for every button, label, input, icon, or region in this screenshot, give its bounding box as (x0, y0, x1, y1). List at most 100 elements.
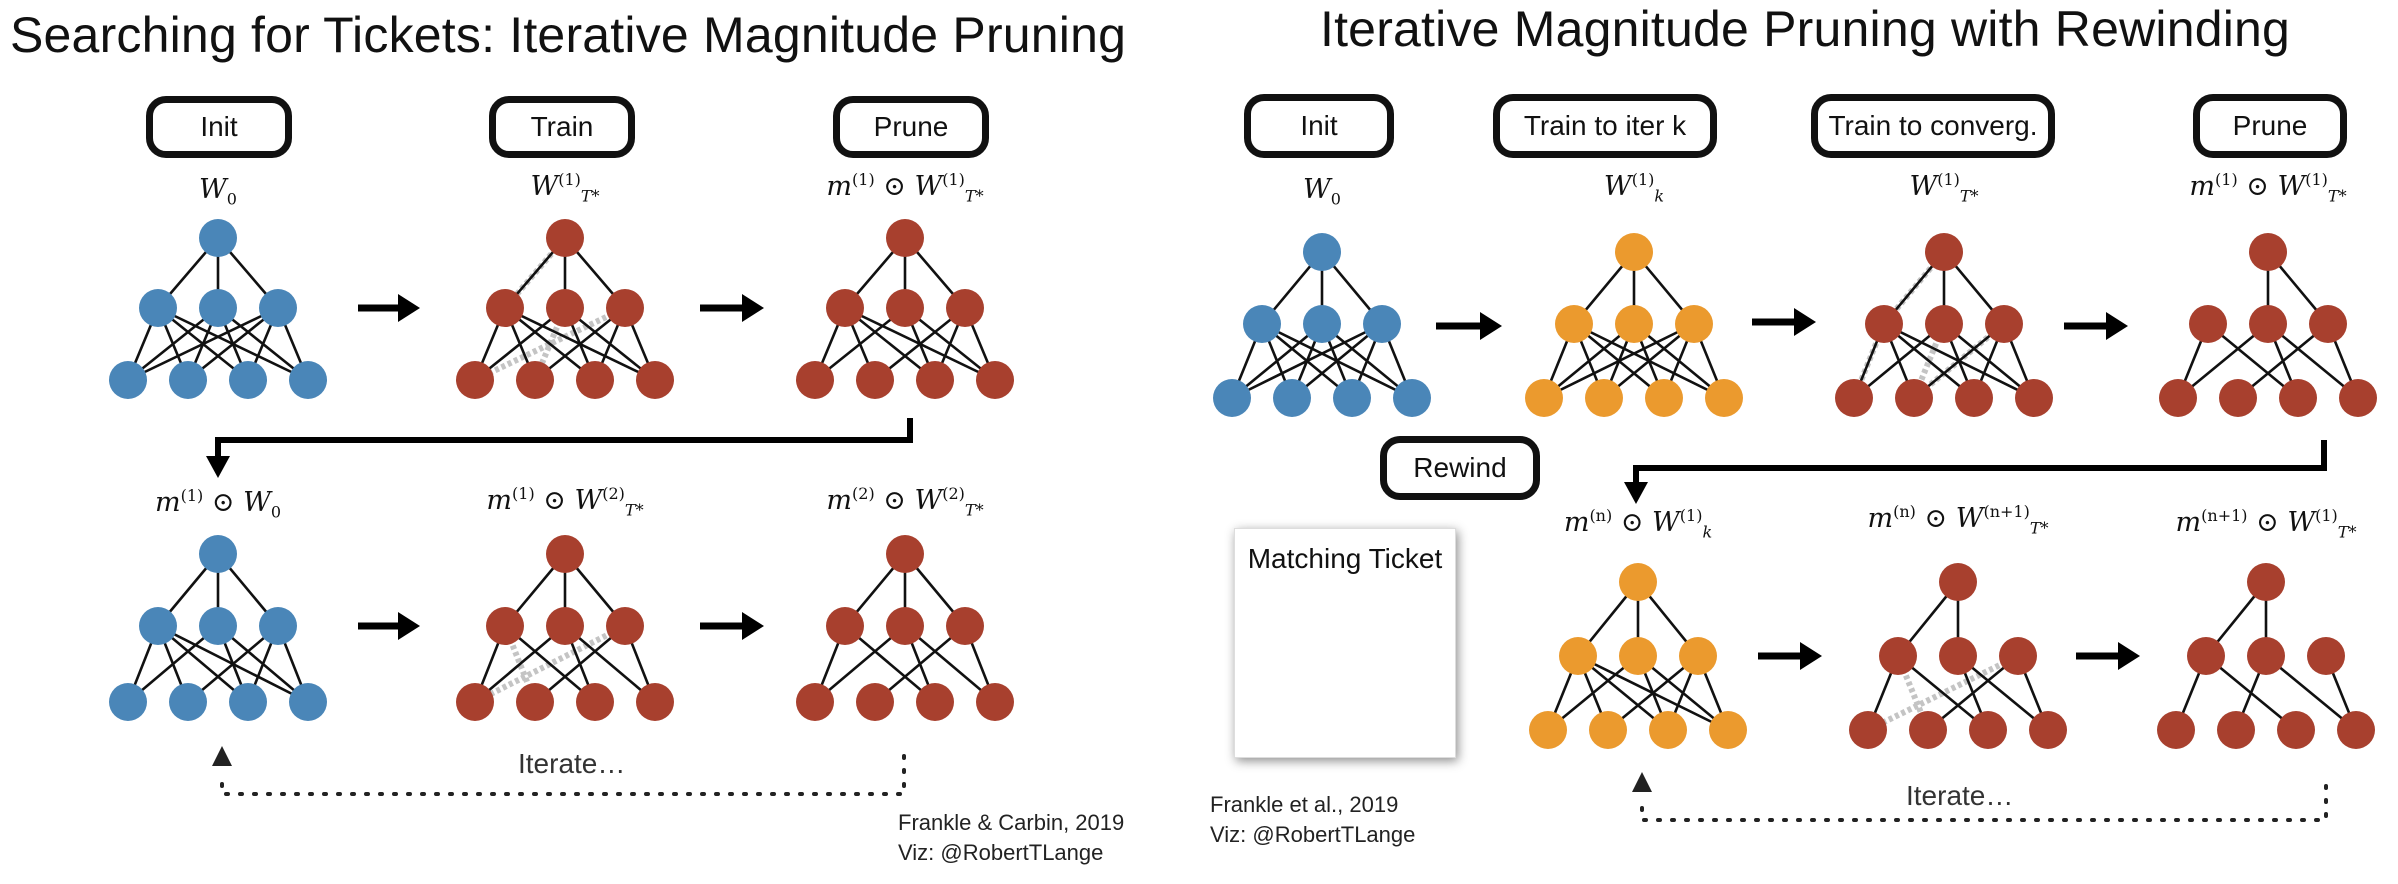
left-train-edge (534, 306, 626, 382)
left-init-node (169, 361, 207, 399)
right-r2a-node (1679, 637, 1717, 675)
left-r2a-node (109, 683, 147, 721)
right-arrow-2-head (1794, 308, 1816, 336)
right-r2a-node (1529, 711, 1567, 749)
right-label-prune-wsup: (1) (2305, 170, 2328, 189)
right-init-node (1393, 379, 1431, 417)
right-k-node (1675, 305, 1713, 343)
left-title: Searching for Tickets: Iterative Magnitu… (10, 7, 1127, 63)
right-r2b-node (1909, 711, 1947, 749)
right-r2b-node (1849, 711, 1887, 749)
right-label-r2a-wsub: k (1702, 522, 1713, 542)
left-train-node (516, 361, 554, 399)
left-prune-edge (844, 306, 936, 382)
right-r2c-node (2277, 711, 2315, 749)
left-prune-node (916, 361, 954, 399)
left-label-r2c-wsub: T* (964, 500, 984, 520)
right-credit-viz: Viz: @RobertTLange (1210, 822, 1416, 847)
right-prune-node (2219, 379, 2257, 417)
left-init-edge (127, 306, 219, 382)
right-label-w0: W0 (1303, 174, 1341, 209)
right-label-wt: W(1)T* (1909, 170, 1979, 206)
left-prune-node (796, 361, 834, 399)
right-prune-edge (2207, 322, 2299, 400)
right-r2b-node (1939, 563, 1977, 601)
left-prune-node (976, 361, 1014, 399)
right-k-node (1555, 305, 1593, 343)
right-arrow-3-head (2106, 312, 2128, 340)
left-label-prune: m(1) ⊙ W(1)T* (826, 170, 984, 206)
right-r2c-node (2187, 637, 2225, 675)
right-label-r2b-msup: (n) (1893, 502, 1916, 521)
left-r2b-node (606, 607, 644, 645)
right-box-init: Init (1244, 94, 1394, 158)
right-connector-head (1624, 482, 1648, 504)
left-r2c-edge (814, 625, 906, 703)
right-init-node (1333, 379, 1371, 417)
left-r2a-node (199, 607, 237, 645)
left-init-node (259, 289, 297, 327)
right-prune-node (2309, 305, 2347, 343)
right-arrow-1-head (1480, 312, 1502, 340)
right-converge-node (1985, 305, 2023, 343)
right-r2c-node (2247, 637, 2285, 675)
right-connector-line (1633, 440, 2327, 488)
right-label-r2c-wsup: (1) (2315, 506, 2338, 525)
right-k-node (1585, 379, 1623, 417)
right-r2a-edge (1577, 654, 1669, 732)
right-r2b-edge (1927, 654, 2019, 732)
right-label-r2c-wsub: T* (2337, 522, 2357, 542)
left-label-train: W(1)T* (530, 170, 600, 206)
left-r2b-node (546, 535, 584, 573)
left-init-node (199, 219, 237, 257)
left-train-node (576, 361, 614, 399)
left-r2b-node (456, 683, 494, 721)
left-init-edge (127, 306, 279, 382)
left-credit-paper: Frankle & Carbin, 2019 (898, 810, 1125, 835)
right-prune-edge (2267, 322, 2359, 400)
left-train-node (606, 289, 644, 327)
right-converge-node (1895, 379, 1933, 417)
right-label-r2b-wsub: T* (2029, 518, 2049, 538)
left-label-r2b-msup: (1) (512, 484, 535, 503)
right-converge-edge (1883, 322, 1975, 400)
left-r2c-node (916, 683, 954, 721)
right-k-node (1615, 233, 1653, 271)
right-r2a-node (1559, 637, 1597, 675)
left-init-network (109, 219, 327, 399)
right-iterate-label: Iterate… (1906, 780, 2014, 811)
right-label-wk-sup: (1) (1631, 170, 1655, 189)
left-box-init: Init (146, 96, 292, 158)
right-label-wk-sub: k (1654, 186, 1665, 206)
left-init-node (109, 361, 147, 399)
left-r2c-edge (904, 625, 996, 703)
left-box-train: Train (489, 96, 635, 158)
left-label-r2a-sub: 0 (270, 502, 282, 522)
left-prune-node (856, 361, 894, 399)
right-init-node (1363, 305, 1401, 343)
left-train-edge (474, 306, 566, 382)
right-label-r2c: m(n+1) ⊙ W(1)T* (2175, 506, 2357, 542)
right-label-r2c-msup: (n+1) (2201, 506, 2248, 525)
left-label-prune-wsup: (1) (942, 170, 965, 189)
left-r2c-edge (874, 625, 966, 703)
right-label-r2b: m(n) ⊙ W(n+1)T* (1867, 502, 2049, 538)
right-box-train-k: Train to iter k (1493, 94, 1717, 158)
right-prune-node (2159, 379, 2197, 417)
right-prune-network (2159, 233, 2377, 417)
right-converge-node (2015, 379, 2053, 417)
right-label-prune: m(1) ⊙ W(1)T* (2189, 170, 2347, 206)
right-r2c-edge (2265, 654, 2357, 732)
right-label-r2a: m(n) ⊙ W(1)k (1563, 506, 1713, 542)
right-r2b-node (1969, 711, 2007, 749)
right-converge-edge (1853, 322, 1945, 400)
left-arrow-2-head (742, 294, 764, 322)
left-r2c-network (796, 535, 1014, 721)
right-r2a-node (1619, 563, 1657, 601)
left-r2c-node (886, 535, 924, 573)
right-r2c-node (2217, 711, 2255, 749)
left-r2a-network (109, 535, 327, 721)
left-r2a-edge (157, 625, 249, 703)
right-k-node (1615, 305, 1653, 343)
